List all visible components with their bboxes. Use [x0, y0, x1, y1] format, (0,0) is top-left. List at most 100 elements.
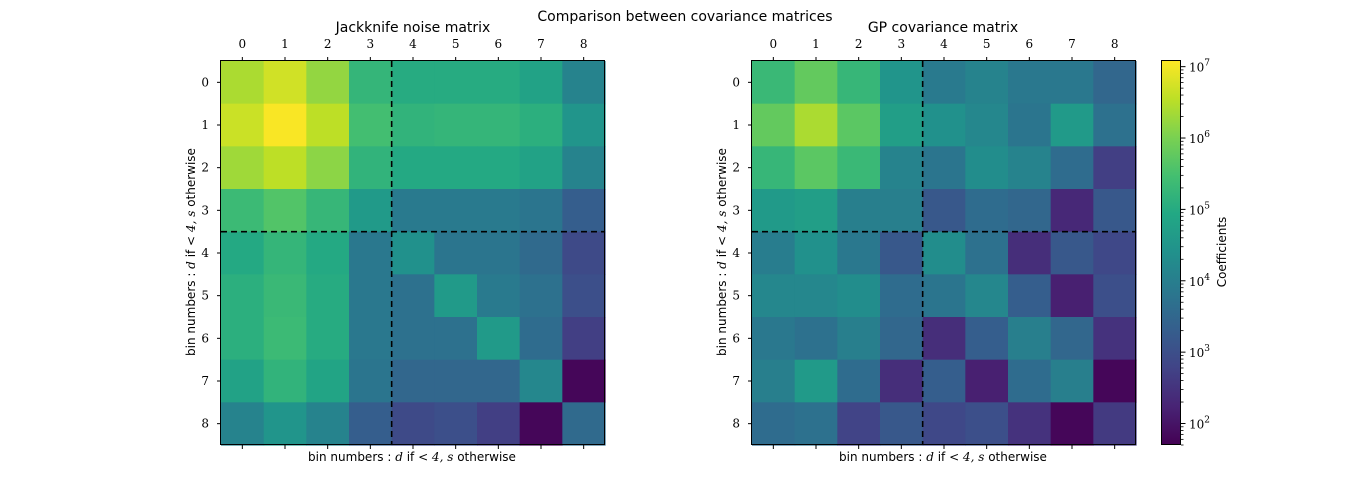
heatmap-cell	[434, 402, 478, 446]
heatmap-cell	[306, 103, 350, 147]
heatmap-cell	[1008, 189, 1052, 233]
heatmap-cell	[221, 189, 265, 233]
right-x-axis-label: bin numbers : d if < 4, s otherwise	[839, 450, 1047, 464]
heatmap-cell	[1008, 402, 1052, 446]
heatmap-cell	[837, 231, 881, 275]
heatmap-cell	[1050, 402, 1094, 446]
y-tick-label: 1	[732, 118, 740, 132]
heatmap-cell	[263, 317, 307, 361]
heatmap-cell	[391, 61, 435, 105]
right-heatmap-cells	[752, 61, 1137, 446]
heatmap-cell	[1093, 61, 1137, 105]
heatmap-cell	[1050, 189, 1094, 233]
heatmap-cell	[752, 103, 796, 147]
heatmap-cell	[519, 359, 563, 403]
x-tick-label: 1	[281, 37, 289, 51]
heatmap-cell	[922, 402, 966, 446]
x-tick-label: 2	[324, 37, 332, 51]
y-tick-label: 7	[732, 374, 740, 388]
heatmap-cell	[562, 402, 606, 446]
heatmap-cell	[794, 146, 838, 190]
heatmap-cell	[263, 61, 307, 105]
x-tick-label: 1	[812, 37, 820, 51]
heatmap-cell	[922, 61, 966, 105]
y-tick-label: 5	[201, 289, 209, 303]
heatmap-cell	[562, 231, 606, 275]
heatmap-cell	[794, 274, 838, 318]
y-tick-label: 3	[201, 203, 209, 217]
heatmap-cell	[922, 146, 966, 190]
heatmap-cell	[562, 146, 606, 190]
heatmap-cell	[477, 317, 521, 361]
y-tick-label: 5	[732, 289, 740, 303]
heatmap-cell	[794, 402, 838, 446]
x-tick-label: 5	[983, 37, 991, 51]
heatmap-cell	[752, 402, 796, 446]
heatmap-cell	[794, 359, 838, 403]
y-tick-label: 4	[201, 246, 209, 260]
heatmap-cell	[794, 103, 838, 147]
heatmap-cell	[965, 317, 1009, 361]
heatmap-cell	[1050, 231, 1094, 275]
x-tick-label: 4	[940, 37, 948, 51]
left-divider-lines	[221, 61, 605, 445]
colorbar-tick-label: 107	[1189, 59, 1210, 75]
heatmap-cell	[1050, 274, 1094, 318]
heatmap-cell	[1050, 61, 1094, 105]
heatmap-cell	[349, 231, 393, 275]
heatmap-cell	[752, 61, 796, 105]
heatmap-cell	[391, 103, 435, 147]
heatmap-cell	[1050, 146, 1094, 190]
heatmap-cell	[263, 274, 307, 318]
heatmap-cell	[221, 61, 265, 105]
x-tick-label: 4	[409, 37, 417, 51]
x-tick-label: 7	[1068, 37, 1076, 51]
heatmap-cell	[477, 146, 521, 190]
heatmap-cell	[263, 146, 307, 190]
colorbar: 102 103 104 105 106 107 Coefficients	[1161, 59, 1229, 446]
heatmap-cell	[752, 231, 796, 275]
heatmap-cell	[1093, 402, 1137, 446]
heatmap-cell	[562, 189, 606, 233]
heatmap-cell	[752, 317, 796, 361]
right-divider-lines	[752, 61, 1136, 445]
heatmap-cell	[519, 189, 563, 233]
heatmap-cell	[477, 402, 521, 446]
colorbar-gradient	[1161, 60, 1181, 445]
heatmap-cell	[306, 61, 350, 105]
heatmap-cell	[1093, 189, 1137, 233]
heatmap-cell	[837, 146, 881, 190]
heatmap-cell	[794, 61, 838, 105]
heatmap-cell	[1008, 231, 1052, 275]
y-tick-label: 8	[201, 417, 209, 431]
heatmap-cell	[794, 189, 838, 233]
x-tick-label: 0	[239, 37, 247, 51]
heatmap-cell	[221, 317, 265, 361]
x-tick-label: 6	[495, 37, 503, 51]
heatmap-cell	[263, 359, 307, 403]
heatmap-cell	[519, 317, 563, 361]
y-tick-label: 8	[732, 417, 740, 431]
heatmap-cell	[965, 359, 1009, 403]
heatmap-cell	[221, 146, 265, 190]
x-tick-label: 5	[452, 37, 460, 51]
colorbar-tick-label: 102	[1189, 416, 1210, 432]
right-panel-title: GP covariance matrix	[868, 20, 1018, 36]
heatmap-cell	[837, 359, 881, 403]
heatmap-cell	[221, 402, 265, 446]
x-tick-label: 7	[537, 37, 545, 51]
x-tick-label: 6	[1026, 37, 1034, 51]
heatmap-cell	[965, 402, 1009, 446]
left-heatmap-cells	[221, 61, 606, 446]
heatmap-cell	[519, 402, 563, 446]
heatmap-cell	[349, 103, 393, 147]
heatmap-cell	[1008, 103, 1052, 147]
heatmap-cell	[434, 61, 478, 105]
x-tick-label: 8	[1111, 37, 1119, 51]
heatmap-cell	[306, 274, 350, 318]
y-tick-label: 6	[201, 331, 209, 345]
heatmap-cell	[263, 103, 307, 147]
heatmap-cell	[922, 317, 966, 361]
heatmap-cell	[965, 274, 1009, 318]
left-panel-title: Jackknife noise matrix	[335, 20, 491, 36]
